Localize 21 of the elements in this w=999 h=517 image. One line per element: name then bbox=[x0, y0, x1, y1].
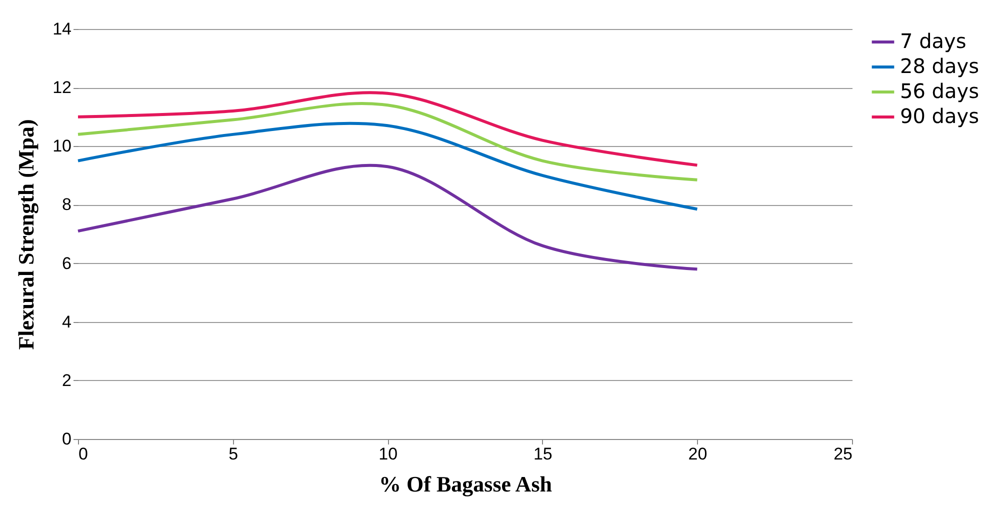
y-tick-label: 10 bbox=[52, 136, 72, 156]
y-tick-label: 6 bbox=[62, 254, 72, 273]
x-tick-label: 0 bbox=[78, 444, 88, 464]
y-tick-label: 2 bbox=[62, 370, 72, 390]
y-axis-title: Flexural Strength (Mpa) bbox=[14, 119, 39, 350]
x-tick-label: 20 bbox=[688, 444, 708, 464]
legend-label: 90 days bbox=[900, 104, 980, 128]
line-series bbox=[76, 91, 699, 167]
legend-label: 28 days bbox=[900, 54, 980, 78]
y-tick-label: 4 bbox=[62, 312, 72, 332]
legend-label: 7 days bbox=[900, 29, 966, 53]
x-tick-label: 10 bbox=[378, 444, 398, 464]
y-tick-label: 8 bbox=[62, 195, 72, 214]
y-tick-label: 14 bbox=[52, 20, 72, 38]
x-tick-label: 25 bbox=[834, 444, 852, 464]
y-tick-label: 0 bbox=[62, 430, 72, 448]
y-tick-label: 12 bbox=[52, 78, 72, 98]
x-tick-label: 5 bbox=[228, 444, 238, 464]
x-axis-title: % Of Bagasse Ash bbox=[379, 472, 552, 496]
x-tick-label: 15 bbox=[533, 444, 552, 464]
legend-label: 56 days bbox=[900, 79, 980, 103]
